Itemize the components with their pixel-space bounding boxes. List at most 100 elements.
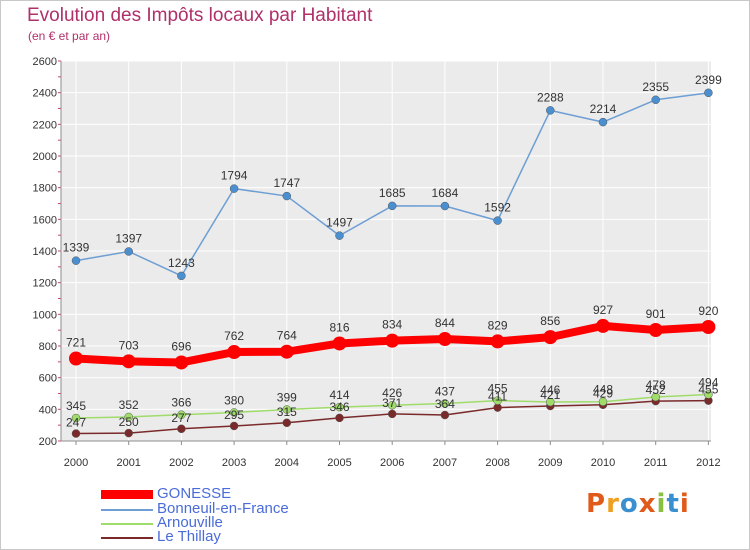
data-label-le-thillay: 315 bbox=[277, 405, 297, 419]
legend-swatch-bonneuil bbox=[101, 509, 153, 511]
data-point-gonesse bbox=[385, 333, 400, 348]
logo-letter: i bbox=[679, 489, 690, 519]
logo-letter: i bbox=[656, 489, 667, 519]
series-arnouville bbox=[71, 390, 713, 423]
data-point-arnouville bbox=[387, 400, 397, 410]
data-point-arnouville bbox=[282, 405, 292, 414]
data-point-bonneuil-en-france bbox=[229, 184, 239, 193]
data-point-le-thillay bbox=[177, 424, 186, 434]
data-label-arnouville: 426 bbox=[382, 386, 402, 400]
data-point-le-thillay bbox=[387, 409, 397, 419]
data-label-gonesse: 901 bbox=[646, 307, 666, 321]
data-label-bonneuil-en-france: 1592 bbox=[484, 201, 511, 215]
x-tick-label: 2003 bbox=[222, 457, 246, 469]
data-point-arnouville bbox=[704, 390, 713, 399]
proxiti-logo: Proxiti bbox=[586, 489, 690, 519]
data-point-gonesse bbox=[490, 334, 505, 349]
data-point-gonesse bbox=[332, 336, 347, 351]
x-tick-label: 2005 bbox=[327, 457, 351, 469]
x-tick-label: 2006 bbox=[380, 457, 404, 469]
data-label-bonneuil-en-france: 1339 bbox=[63, 241, 90, 255]
data-point-bonneuil-en-france bbox=[704, 88, 713, 98]
x-tick-label: 2008 bbox=[485, 457, 509, 469]
data-label-gonesse: 764 bbox=[277, 329, 297, 343]
logo-letter: o bbox=[619, 489, 639, 519]
data-point-bonneuil-en-france bbox=[440, 201, 450, 211]
data-label-le-thillay: 346 bbox=[329, 400, 349, 414]
data-label-gonesse: 762 bbox=[224, 329, 244, 343]
data-point-bonneuil-en-france bbox=[177, 271, 186, 281]
data-label-gonesse: 816 bbox=[329, 320, 349, 334]
data-label-arnouville: 366 bbox=[171, 396, 191, 410]
data-point-arnouville bbox=[177, 410, 186, 419]
y-tick-label: 2400 bbox=[33, 88, 57, 100]
data-point-gonesse bbox=[648, 323, 663, 338]
data-label-arnouville: 494 bbox=[698, 375, 718, 389]
data-label-le-thillay: 277 bbox=[171, 411, 191, 425]
y-tick-label: 1800 bbox=[33, 183, 57, 195]
data-point-gonesse bbox=[121, 354, 136, 369]
data-point-gonesse bbox=[227, 345, 242, 360]
data-label-le-thillay: 250 bbox=[119, 415, 139, 429]
data-point-gonesse bbox=[69, 351, 83, 366]
x-tick-label: 2009 bbox=[538, 457, 562, 469]
data-label-arnouville: 380 bbox=[224, 394, 244, 408]
data-point-le-thillay bbox=[71, 429, 81, 438]
data-label-bonneuil-en-france: 2214 bbox=[590, 102, 617, 116]
data-point-gonesse bbox=[596, 318, 610, 333]
data-point-le-thillay bbox=[440, 410, 450, 420]
chart-title: Evolution des Impôts locaux par Habitant bbox=[27, 5, 373, 26]
data-label-le-thillay: 421 bbox=[540, 388, 560, 402]
data-label-bonneuil-en-france: 2399 bbox=[695, 73, 722, 87]
legend-swatch-gonesse bbox=[101, 490, 153, 499]
y-tick-label: 1000 bbox=[33, 309, 57, 321]
x-tick-label: 2010 bbox=[591, 457, 615, 469]
data-label-gonesse: 829 bbox=[488, 318, 508, 332]
data-point-bonneuil-en-france bbox=[71, 256, 81, 265]
y-tick-label: 2200 bbox=[33, 119, 57, 131]
logo-letter: x bbox=[638, 489, 657, 519]
x-tick-label: 2011 bbox=[644, 457, 668, 469]
legend-label-gonesse: GONESSE bbox=[157, 485, 232, 502]
chart-subtitle: (en € et par an) bbox=[28, 29, 111, 43]
data-label-arnouville: 414 bbox=[329, 388, 349, 402]
data-label-bonneuil-en-france: 2355 bbox=[642, 80, 669, 94]
data-point-arnouville bbox=[598, 397, 608, 406]
data-label-gonesse: 920 bbox=[698, 304, 718, 318]
data-label-gonesse: 721 bbox=[66, 336, 86, 350]
y-tick-label: 1400 bbox=[33, 246, 57, 258]
data-point-gonesse bbox=[543, 330, 558, 345]
logo-letter: P bbox=[586, 489, 607, 519]
data-label-arnouville: 345 bbox=[66, 399, 86, 413]
y-tick-label: 800 bbox=[39, 341, 57, 353]
data-label-le-thillay: 452 bbox=[646, 383, 666, 397]
data-label-bonneuil-en-france: 1497 bbox=[326, 216, 353, 230]
data-label-gonesse: 834 bbox=[382, 318, 402, 332]
data-label-bonneuil-en-france: 1243 bbox=[168, 256, 195, 270]
y-tick-label: 1200 bbox=[33, 278, 57, 290]
data-point-arnouville bbox=[493, 396, 502, 405]
x-tick-label: 2004 bbox=[275, 457, 299, 469]
data-label-gonesse: 844 bbox=[435, 316, 455, 330]
data-label-arnouville: 446 bbox=[540, 383, 560, 397]
y-tick-label: 2600 bbox=[33, 56, 57, 68]
data-point-arnouville bbox=[124, 412, 133, 422]
x-tick-label: 2001 bbox=[116, 457, 140, 469]
data-label-bonneuil-en-france: 1794 bbox=[221, 169, 248, 183]
data-point-gonesse bbox=[437, 332, 452, 347]
legend-swatch-le-thillay bbox=[101, 537, 153, 539]
data-label-le-thillay: 455 bbox=[698, 383, 718, 397]
y-tick-label: 600 bbox=[39, 373, 57, 385]
series-gonesse bbox=[69, 318, 716, 370]
data-point-bonneuil-en-france bbox=[598, 117, 608, 127]
x-tick-label: 2012 bbox=[696, 457, 720, 469]
y-tick-label: 200 bbox=[39, 436, 57, 448]
data-label-arnouville: 399 bbox=[277, 390, 297, 404]
data-label-bonneuil-en-france: 1685 bbox=[379, 186, 406, 200]
data-point-gonesse bbox=[701, 320, 716, 334]
data-label-bonneuil-en-france: 1747 bbox=[273, 176, 300, 190]
logo-letter: t bbox=[666, 489, 680, 519]
y-tick-label: 2000 bbox=[33, 151, 57, 163]
